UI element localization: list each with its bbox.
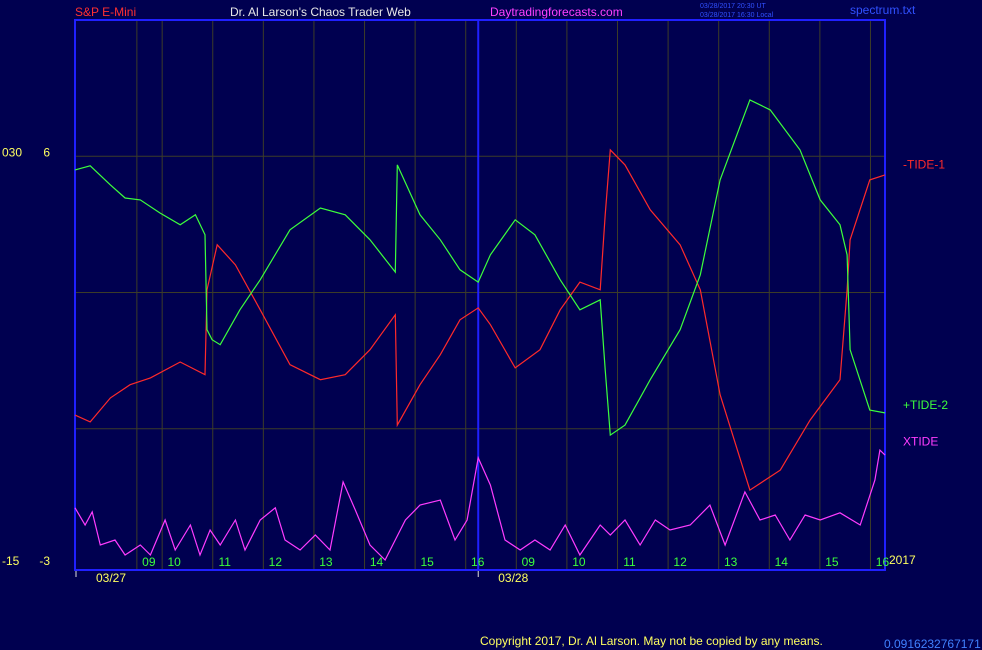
x-tick-label: 10 [167, 555, 181, 569]
y-tick-label: -3 [39, 554, 50, 568]
website: Daytradingforecasts.com [490, 5, 623, 19]
footer-number: 0.0916232767171 [884, 637, 981, 650]
x-tick-label: 12 [269, 555, 283, 569]
copyright: Copyright 2017, Dr. Al Larson. May not b… [480, 634, 823, 648]
x-tick-label: 15 [420, 555, 434, 569]
x-tick-label: 11 [623, 555, 636, 569]
x-tick-label: 13 [319, 555, 333, 569]
x-tick-label: 09 [522, 555, 536, 569]
chart-title: Dr. Al Larson's Chaos Trader Web [230, 5, 411, 19]
y2-tick-label: -15 [2, 554, 20, 568]
x-tick-label: 16 [471, 555, 485, 569]
year-label: 2017 [889, 553, 916, 567]
x-tick-label: 10 [572, 555, 586, 569]
x-tick-label: 09 [142, 555, 156, 569]
plot-frame [74, 19, 886, 571]
legend-label: -TIDE-1 [903, 158, 945, 172]
date-label: 03/28 [498, 571, 528, 585]
y2-tick-label: 030 [2, 145, 22, 159]
x-tick-label: 16 [876, 555, 890, 569]
file-name: spectrum.txt [850, 3, 916, 17]
x-tick-label: 14 [775, 555, 789, 569]
legend-label: XTIDE [903, 435, 938, 449]
y-tick-label: 6 [43, 145, 50, 159]
x-tick-label: 14 [370, 555, 384, 569]
x-tick-label: 12 [673, 555, 687, 569]
series-line [74, 448, 886, 562]
symbol: S&P E-Mini [75, 5, 136, 19]
x-tick-label: 11 [219, 555, 232, 569]
x-tick-label: 15 [825, 555, 839, 569]
date-label: 03/27 [96, 571, 126, 585]
timestamp: 03/28/2017 16:30 Local [700, 12, 774, 19]
legend-label: +TIDE-2 [903, 398, 948, 412]
series-line [74, 99, 886, 437]
x-tick-label: 13 [724, 555, 738, 569]
timestamp: 03/28/2017 20:30 UT [700, 3, 766, 10]
